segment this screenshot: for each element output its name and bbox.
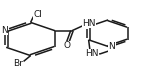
Text: Cl: Cl [33, 10, 42, 19]
Text: N: N [108, 42, 115, 51]
Text: HN: HN [82, 19, 96, 28]
Text: N: N [1, 26, 7, 35]
Text: HN: HN [85, 49, 98, 58]
Text: O: O [63, 41, 71, 50]
Text: Br: Br [13, 59, 23, 68]
